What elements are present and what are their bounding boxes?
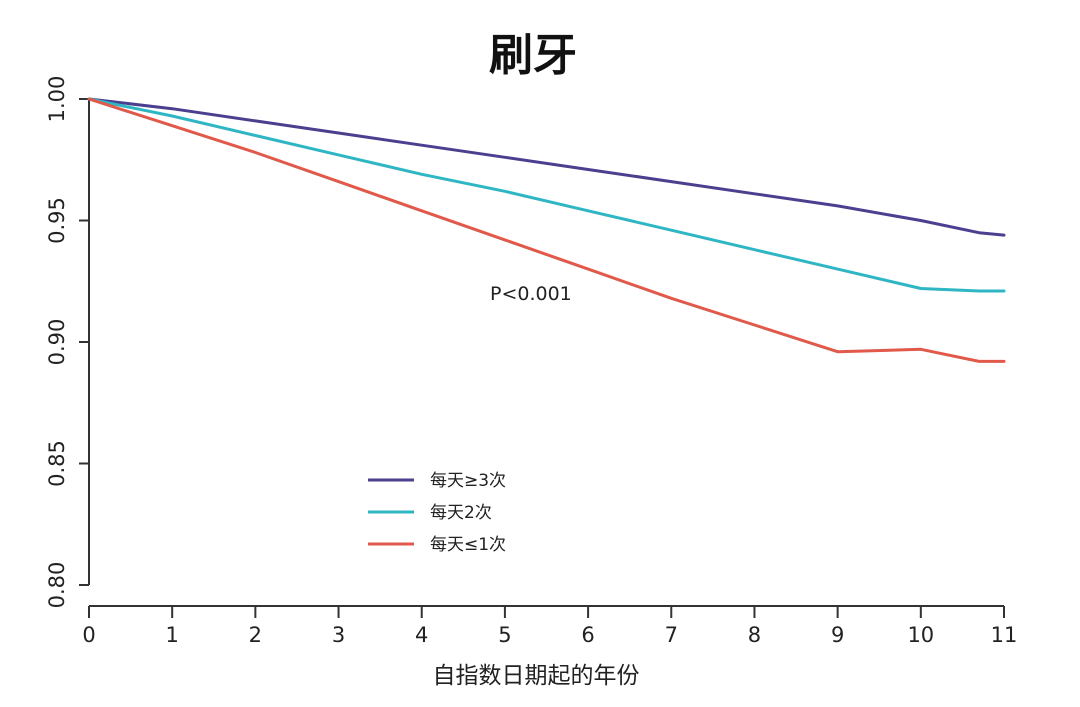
x-tick-label: 1 bbox=[165, 623, 178, 647]
x-axis-label: 自指数日期起的年份 bbox=[433, 663, 640, 689]
y-tick-label: 0.95 bbox=[45, 197, 69, 244]
x-tick-label: 5 bbox=[498, 623, 511, 647]
x-tick-label: 7 bbox=[665, 623, 678, 647]
x-tick-label: 6 bbox=[581, 623, 594, 647]
y-tick-label: 0.85 bbox=[45, 440, 69, 487]
x-tick-label: 9 bbox=[831, 623, 844, 647]
series-line-1 bbox=[87, 97, 1006, 237]
p-value-annotation: P<0.001 bbox=[490, 283, 572, 305]
chart-title: 刷牙 bbox=[489, 30, 577, 81]
y-tick-label: 0.80 bbox=[45, 562, 69, 609]
x-tick-label: 10 bbox=[907, 623, 934, 647]
series-line-3 bbox=[87, 97, 1006, 363]
x-tick-label: 3 bbox=[332, 623, 345, 647]
x-tick-label: 0 bbox=[82, 623, 95, 647]
y-tick-label: 0.90 bbox=[45, 319, 69, 366]
x-tick-label: 8 bbox=[748, 623, 761, 647]
legend-label: 每天≥3次 bbox=[430, 471, 506, 491]
x-tick-label: 11 bbox=[991, 623, 1018, 647]
plot-area: 0.80 0.85 0.90 0.95 1.00 0 1 2 3 4 5 6 7 8 9 10 11 bbox=[45, 76, 1017, 647]
x-tick-label: 4 bbox=[415, 623, 428, 647]
legend-label: 每天2次 bbox=[430, 503, 492, 523]
series-line-2 bbox=[87, 97, 1006, 293]
y-tick-label: 1.00 bbox=[45, 76, 69, 123]
x-tick-label: 2 bbox=[249, 623, 262, 647]
legend-label: 每天≤1次 bbox=[430, 535, 506, 555]
